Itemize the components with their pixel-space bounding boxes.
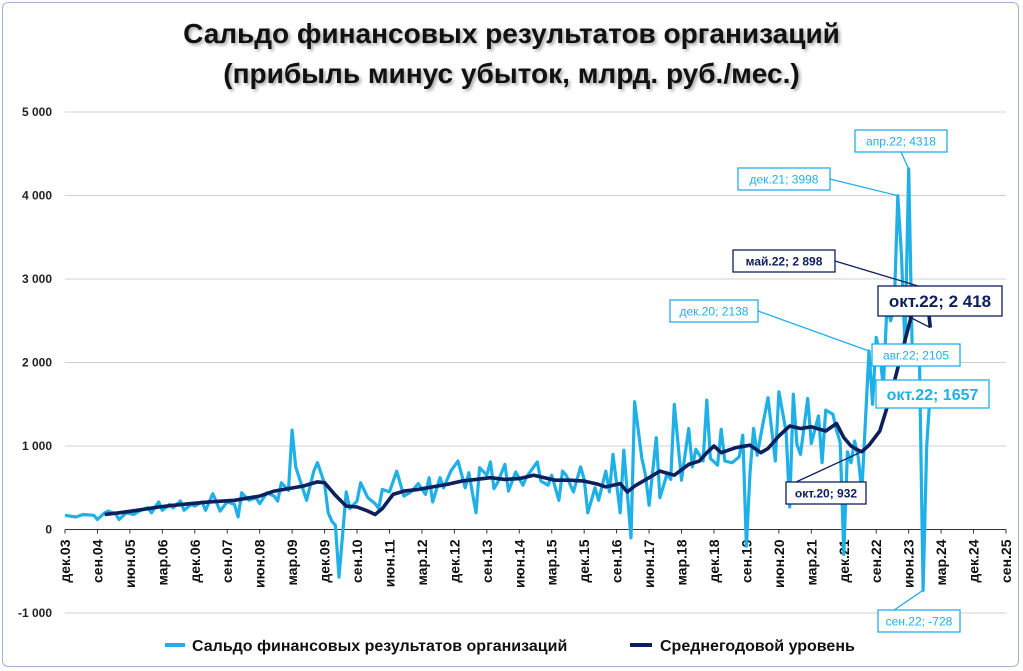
- annotation-label: дек.21; 3998: [750, 172, 819, 186]
- annotation-label: окт.22; 1657: [887, 387, 979, 404]
- x-tick-label: июн.17: [641, 539, 657, 588]
- x-tick-label: мар.18: [674, 539, 690, 585]
- y-tick-label: 0: [45, 523, 52, 537]
- annotation-leader: [829, 178, 898, 197]
- y-tick-label: 1 000: [22, 439, 52, 453]
- annotation-label: сен.22; -728: [886, 614, 953, 628]
- annotation-box: [877, 285, 1003, 317]
- x-tick-label: мар.12: [414, 539, 430, 585]
- x-tick-label: июн.23: [901, 539, 917, 588]
- annotation-leader: [900, 151, 910, 170]
- x-tick-label: сен.07: [219, 539, 235, 583]
- x-tick-label: дек.15: [576, 539, 592, 582]
- annotation-box: [871, 343, 961, 367]
- y-tick-label: 5 000: [22, 105, 52, 119]
- series-line-average: [104, 285, 933, 517]
- series-line-saldo: [64, 167, 932, 592]
- x-tick-label: дек.12: [446, 539, 462, 582]
- x-tick-label: дек.09: [317, 539, 333, 582]
- x-tick-label: мар.09: [284, 539, 300, 585]
- x-tick-label: июн.08: [252, 539, 268, 588]
- x-tick-label: сен.25: [998, 539, 1014, 583]
- x-tick-label: мар.06: [154, 539, 170, 585]
- x-tick-label: дек.18: [706, 539, 722, 582]
- legend: Сальдо финансовых результатов организаци…: [165, 638, 855, 655]
- chart-title-line1: Сальдо финансовых результатов организаци…: [183, 18, 840, 49]
- annotation-box: [785, 481, 867, 505]
- series-layer: [64, 167, 933, 592]
- annotation-box: [732, 249, 836, 273]
- axis-layer: 5 000 4 000 3 000 2 000 1 000 0 -1 000 дек.03 се…: [18, 105, 1014, 620]
- x-tick-label: сен.04: [89, 539, 105, 583]
- x-tick-label: сен.13: [479, 539, 495, 583]
- annotation-label: окт.22; 2 418: [889, 292, 991, 311]
- x-tick-label: дек.03: [57, 539, 73, 582]
- annotation-box: [737, 167, 831, 191]
- annotation-label: дек.20; 2138: [680, 304, 749, 318]
- x-tick-label: дек.21: [836, 539, 852, 582]
- x-tick-label: мар.15: [544, 539, 560, 585]
- annotation-leader: [834, 260, 924, 289]
- y-tick-label: 2 000: [22, 356, 52, 370]
- x-tick-label: июн.05: [122, 539, 138, 588]
- legend-label-average: Среднегодовой уровень: [660, 638, 855, 655]
- x-tick-label: сен.16: [609, 539, 625, 583]
- annotation-label: май.22; 2 898: [746, 254, 823, 268]
- annotation-layer: апр.22; 4318 дек.21; 3998 май.22; 2 898 окт…: [669, 129, 1003, 633]
- annotation-box: [875, 379, 990, 409]
- y-tick-label: 4 000: [22, 189, 52, 203]
- x-tick-label: дек.24: [966, 539, 982, 582]
- grid-layer: [65, 111, 1006, 614]
- annotation-label: апр.22; 4318: [866, 134, 936, 148]
- x-tick-label: сен.10: [349, 539, 365, 583]
- x-tick-label: мар.21: [803, 539, 819, 585]
- x-tick-label: мар.24: [933, 539, 949, 585]
- legend-label-series: Сальдо финансовых результатов организаци…: [192, 638, 567, 655]
- x-tick-label: июн.14: [511, 539, 527, 588]
- x-tick-label: сен.22: [868, 539, 884, 583]
- annotation-leader: [757, 310, 870, 352]
- x-tick-label: июн.11: [381, 539, 397, 587]
- annotation-box: [877, 609, 961, 633]
- x-tick-label: дек.06: [187, 539, 203, 582]
- x-tick-label: июн.20: [771, 539, 787, 588]
- annotation-leader: [795, 451, 863, 483]
- annotation-label: авг.22; 2105: [883, 348, 949, 362]
- annotation-box: [669, 299, 759, 323]
- annotation-box: [854, 129, 948, 153]
- annotation-label: окт.20; 932: [795, 486, 858, 500]
- y-tick-label: 3 000: [22, 272, 52, 286]
- chart-title-line2: (прибыль минус убыток, млрд. руб./мес.): [223, 58, 800, 89]
- y-tick-label: -1 000: [18, 606, 52, 620]
- x-tick-label: сен.19: [738, 539, 754, 583]
